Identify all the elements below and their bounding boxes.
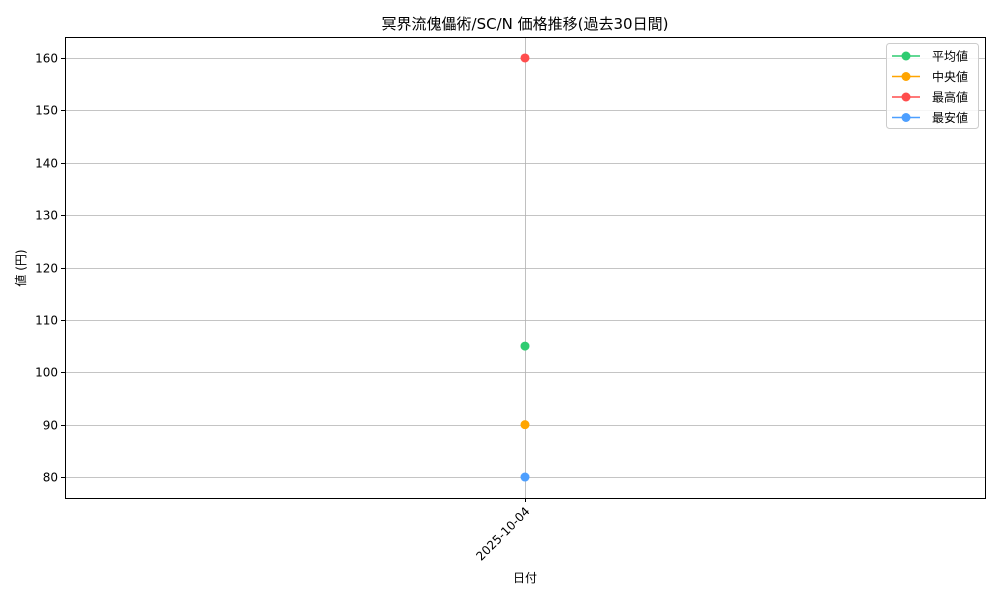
y-tick-label: 100 (35, 366, 58, 380)
data-point (520, 420, 530, 430)
legend-marker (901, 51, 911, 61)
y-tick-label: 130 (35, 209, 58, 223)
x-tick-label: 2025-10-04 (473, 504, 532, 563)
chart-title: 冥界流傀儡術/SC/N 価格推移(過去30日間) (382, 15, 669, 33)
legend-marker (901, 72, 911, 81)
y-tick-label: 140 (35, 157, 58, 171)
data-point (520, 472, 530, 482)
legend-marker (901, 113, 911, 122)
plot-frame (65, 37, 986, 499)
y-tick-label: 160 (35, 52, 58, 66)
legend-label: 最安値 (932, 110, 968, 125)
y-tick-label: 120 (35, 262, 58, 276)
x-axis-label: 日付 (513, 571, 537, 585)
legend-frame (886, 43, 979, 129)
legend-label: 平均値 (932, 49, 968, 64)
legend-label: 最高値 (932, 90, 968, 105)
y-tick-label: 80 (43, 471, 58, 485)
y-tick-label: 110 (35, 314, 58, 328)
y-tick-label: 90 (43, 419, 58, 433)
legend-label: 中央値 (932, 69, 968, 84)
legend-marker (901, 92, 911, 102)
data-points (520, 53, 530, 482)
data-point (520, 53, 530, 63)
data-point (520, 341, 530, 351)
y-tick-label: 150 (35, 104, 58, 118)
y-axis-label: 値 (円) (13, 249, 28, 286)
y-axis-ticks: 80 90 100 110 120 130 140 150 160 (35, 52, 65, 485)
x-axis-ticks: 2025-10-04 (473, 498, 533, 563)
